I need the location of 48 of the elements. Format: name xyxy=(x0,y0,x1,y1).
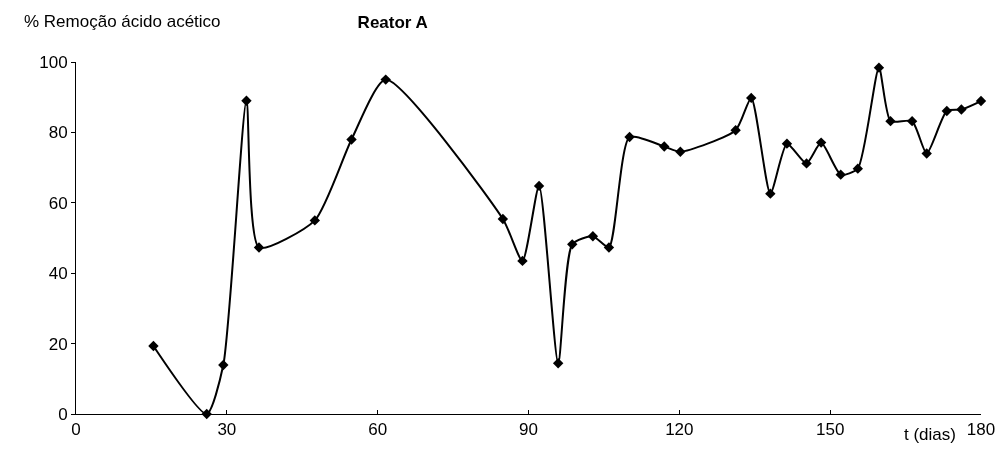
point xyxy=(624,131,635,143)
x-tick-label: 0 xyxy=(71,420,81,440)
point xyxy=(552,358,564,369)
point xyxy=(587,231,599,242)
point xyxy=(815,137,827,148)
x-axis-title: t (dias) xyxy=(904,425,956,444)
point xyxy=(975,95,987,107)
point xyxy=(148,340,159,352)
x-tick-label: 180 xyxy=(966,420,996,440)
point xyxy=(885,115,896,127)
y-tick-label: 40 xyxy=(48,264,68,284)
point xyxy=(533,180,545,192)
point xyxy=(497,213,509,225)
point xyxy=(675,146,686,157)
point xyxy=(309,215,321,226)
x-tick-label: 90 xyxy=(519,420,538,440)
point xyxy=(603,242,615,253)
y-tick-label: 100 xyxy=(39,52,68,72)
point xyxy=(659,141,670,152)
point xyxy=(567,239,578,250)
point xyxy=(346,134,357,145)
x-tick-label: 120 xyxy=(665,420,694,440)
point xyxy=(941,105,953,117)
point xyxy=(873,62,885,73)
x-tick-label: 30 xyxy=(217,420,237,440)
point xyxy=(781,138,793,149)
chart-title: Reator A xyxy=(357,13,428,33)
point xyxy=(765,188,776,199)
y-tick-label: 80 xyxy=(48,123,68,143)
y-tick-label: 60 xyxy=(48,193,68,213)
point xyxy=(253,242,265,253)
point xyxy=(921,148,932,159)
point xyxy=(956,104,967,115)
point xyxy=(801,158,812,169)
point xyxy=(380,74,391,85)
y-axis-title: % Remoção ácido acético xyxy=(24,12,221,31)
point xyxy=(852,163,864,174)
y-tick-label: 0 xyxy=(58,404,68,424)
y-tick-label: 20 xyxy=(48,334,68,354)
point xyxy=(218,359,229,371)
point xyxy=(517,255,528,267)
x-tick-label: 150 xyxy=(815,420,845,440)
point xyxy=(835,169,846,180)
point xyxy=(906,115,918,127)
x-tick-label: 60 xyxy=(368,420,388,440)
point xyxy=(746,92,757,104)
point xyxy=(241,95,252,106)
point xyxy=(730,125,741,136)
